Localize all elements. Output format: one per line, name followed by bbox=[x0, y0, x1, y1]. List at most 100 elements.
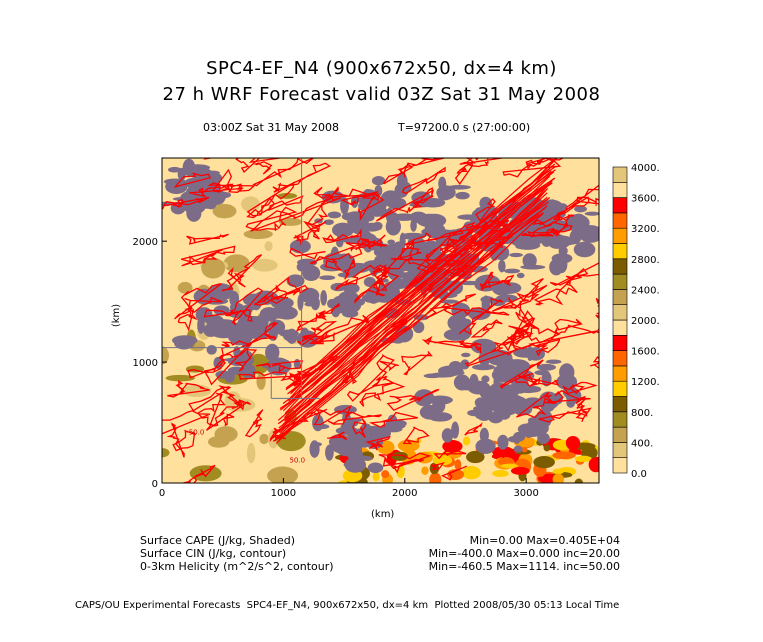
cin-area bbox=[425, 229, 434, 238]
helicity-contour bbox=[245, 206, 298, 232]
helicity-contour bbox=[229, 287, 264, 326]
colorbar-label: 4000. bbox=[631, 163, 660, 174]
cin-area bbox=[479, 427, 489, 443]
helicity-contour bbox=[174, 283, 222, 320]
cin-area bbox=[503, 363, 513, 373]
cin-area bbox=[340, 197, 349, 215]
helicity-contour bbox=[306, 192, 333, 226]
helicity-contour bbox=[289, 247, 326, 260]
helicity-contour bbox=[576, 398, 588, 417]
contour-label: 50.0 bbox=[289, 456, 305, 464]
cin-area bbox=[163, 178, 187, 185]
helicity-contour bbox=[207, 182, 256, 192]
helicity-contour bbox=[515, 308, 534, 327]
cape-patch bbox=[252, 258, 278, 272]
cin-area bbox=[371, 176, 386, 186]
colorbar-label: 1600. bbox=[631, 347, 660, 358]
helicity-contour bbox=[246, 197, 276, 219]
colorbar-swatch bbox=[612, 243, 628, 260]
cin-area bbox=[497, 434, 509, 450]
cape-high-patch bbox=[552, 451, 576, 460]
helicity-contour bbox=[340, 191, 379, 206]
cape-patch bbox=[162, 346, 169, 365]
cin-area bbox=[193, 186, 214, 191]
helicity-contour bbox=[525, 158, 565, 167]
colorbar-label: 0.0 bbox=[631, 469, 647, 480]
cin-area bbox=[410, 219, 417, 232]
cin-area bbox=[223, 357, 249, 362]
helicity-contour bbox=[327, 411, 382, 425]
helicity-contour bbox=[327, 431, 348, 441]
cin-area bbox=[265, 343, 280, 362]
helicity-contour bbox=[308, 329, 332, 344]
cape-patch bbox=[223, 254, 250, 273]
colorbar-swatch bbox=[612, 457, 628, 474]
cin-area bbox=[348, 432, 368, 449]
cin-area bbox=[323, 219, 334, 225]
cin-area bbox=[447, 184, 471, 190]
cape-high-patch bbox=[521, 446, 528, 453]
helicity-contour bbox=[412, 187, 434, 209]
cin-area bbox=[367, 462, 384, 474]
cape-high-patch bbox=[589, 457, 599, 468]
cape-patch bbox=[246, 442, 256, 464]
helicity-contour bbox=[256, 276, 300, 305]
helicity-contour bbox=[491, 317, 536, 356]
cin-area bbox=[551, 239, 570, 249]
cin-area bbox=[574, 205, 587, 213]
helicity-contour bbox=[401, 166, 446, 195]
cape-high-patch bbox=[421, 466, 429, 475]
cin-area bbox=[320, 289, 328, 306]
helicity-contour bbox=[355, 238, 371, 251]
helicity-contour bbox=[370, 234, 386, 248]
colorbar-swatch bbox=[612, 411, 628, 428]
cin-area bbox=[507, 394, 523, 404]
cin-area bbox=[471, 364, 495, 371]
cin-area bbox=[569, 229, 582, 245]
cape-high-patch bbox=[510, 466, 530, 475]
helicity-contour bbox=[222, 413, 235, 427]
colorbar-swatch bbox=[612, 273, 628, 290]
helicity-contour bbox=[441, 465, 468, 481]
cape-high-patch bbox=[442, 439, 463, 453]
helicity-contour bbox=[285, 161, 554, 391]
helicity-contour bbox=[282, 197, 551, 426]
helicity-contour bbox=[162, 196, 210, 210]
helicity-contour bbox=[181, 245, 236, 266]
helicity-contour bbox=[503, 278, 544, 310]
legend-field: Surface CIN (J/kg, contour) bbox=[140, 547, 287, 560]
cape-high-patch bbox=[543, 444, 551, 452]
cin-area bbox=[457, 214, 479, 220]
title-line-2: 27 h WRF Forecast valid 03Z Sat 31 May 2… bbox=[162, 84, 601, 105]
cin-area bbox=[479, 384, 489, 398]
colorbar-swatch bbox=[612, 442, 628, 458]
cin-area bbox=[184, 164, 211, 171]
cin-area bbox=[438, 176, 447, 191]
cape-high-patch bbox=[381, 470, 390, 479]
cin-area bbox=[331, 222, 354, 238]
valid-time: 03:00Z Sat 31 May 2008 bbox=[203, 121, 339, 134]
helicity-contour bbox=[499, 359, 544, 390]
cin-area bbox=[516, 272, 525, 279]
cin-area bbox=[374, 185, 383, 197]
cape-patch bbox=[243, 229, 273, 240]
cape-high-patch bbox=[500, 463, 519, 469]
helicity-contour bbox=[590, 348, 599, 369]
helicity-contour bbox=[313, 404, 352, 426]
cin-area bbox=[392, 241, 404, 255]
helicity-contour bbox=[368, 411, 418, 428]
footer-credit: CAPS/OU Experimental Forecasts SPC4-EF_N… bbox=[75, 600, 620, 611]
cin-area bbox=[437, 191, 452, 201]
cin-area bbox=[361, 292, 384, 304]
helicity-contour bbox=[189, 183, 245, 198]
colorbar-swatch bbox=[612, 197, 628, 214]
helicity-contour bbox=[313, 186, 330, 200]
legend-stats: Min=-400.0 Max=0.000 inc=20.00 bbox=[428, 547, 620, 560]
colorbar-label: 3200. bbox=[631, 224, 660, 235]
colorbar-swatch bbox=[612, 258, 628, 275]
helicity-contour bbox=[508, 322, 540, 338]
helicity-contour bbox=[454, 162, 474, 186]
helicity-contour bbox=[343, 258, 356, 280]
cin-area bbox=[250, 293, 262, 311]
helicity-contour bbox=[198, 464, 216, 478]
